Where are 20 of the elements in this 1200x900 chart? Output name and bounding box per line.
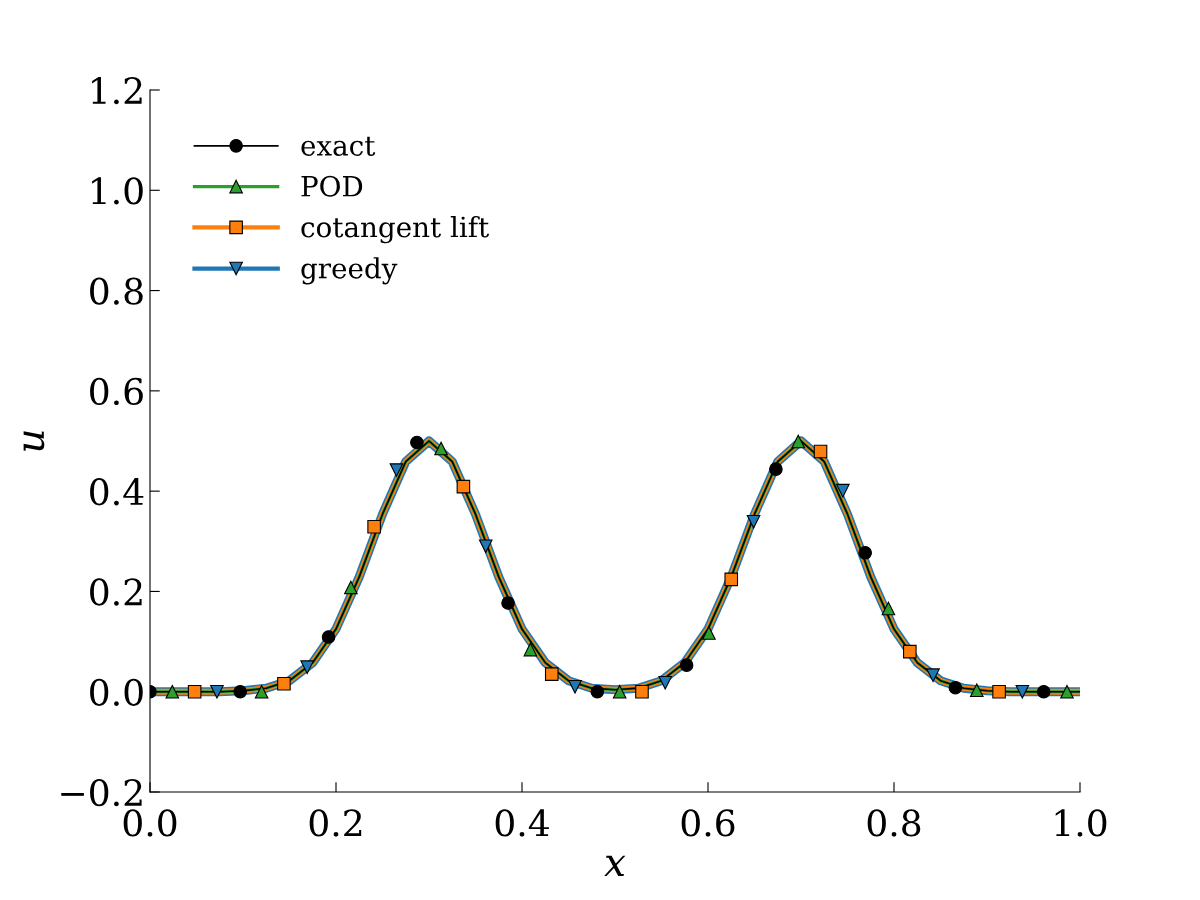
y-tick-label: 0.6 (90, 377, 143, 406)
legend-label: cotangent lift (301, 215, 489, 244)
x-tick-label: 0.6 (681, 809, 735, 837)
legend-label: POD (301, 175, 363, 197)
x-tick-label: 0.2 (309, 809, 362, 837)
y-tick-label: 0.4 (90, 478, 144, 506)
x-tick-label: 1.0 (1055, 809, 1107, 837)
x-tick-label: 0.4 (495, 809, 549, 837)
y-tick-label: 1.2 (92, 76, 142, 105)
y-tick-label: 0.0 (90, 678, 143, 706)
x-axis-title: x (604, 855, 626, 876)
y-tick-label: 0.8 (90, 277, 143, 305)
y-tick-label: 1.0 (92, 177, 143, 205)
y-tick-label: −0.2 (61, 778, 142, 807)
y-axis-title: u (23, 431, 45, 451)
legend-label: greedy (301, 257, 398, 285)
legend-label: exact (301, 136, 376, 156)
y-tick-label: 0.2 (90, 578, 142, 606)
x-tick-label: 0.8 (867, 809, 921, 837)
x-tick-label: 0.0 (123, 809, 177, 837)
